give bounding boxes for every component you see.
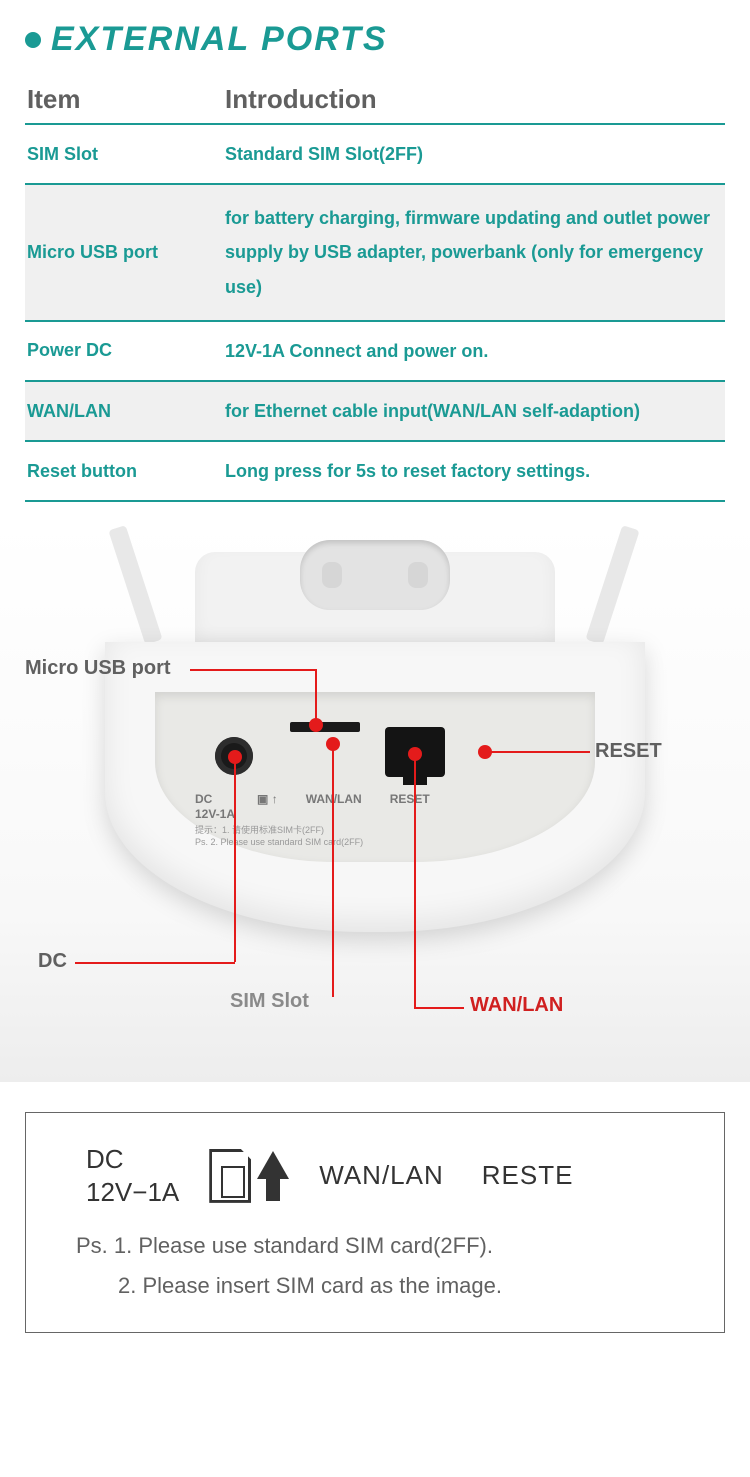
row-item: Power DC [25, 340, 225, 361]
row-intro: for Ethernet cable input(WAN/LAN self-ad… [225, 394, 725, 428]
callout-line [332, 747, 334, 997]
info-wan-reset: WAN/LAN RESTE [319, 1160, 573, 1191]
table-row: WAN/LAN for Ethernet cable input(WAN/LAN… [25, 382, 725, 442]
plate-dc-val: 12V-1A [195, 807, 235, 821]
callout-line [490, 751, 590, 753]
row-item: WAN/LAN [25, 401, 225, 422]
bullet-icon [25, 32, 41, 48]
header-intro: Introduction [225, 84, 725, 115]
info-ps-line: 2. Please insert SIM card as the image. [76, 1266, 694, 1306]
row-item: SIM Slot [25, 144, 225, 165]
row-item: Reset button [25, 461, 225, 482]
info-ps: Ps. 1. Please use standard SIM card(2FF)… [56, 1226, 694, 1305]
plate-dc: DC [195, 792, 212, 806]
callout-micro-usb: Micro USB port [25, 657, 171, 680]
callout-line [75, 962, 235, 964]
sim-insert-icon [209, 1149, 289, 1203]
info-reste: RESTE [482, 1160, 574, 1191]
callout-dc: DC [38, 950, 67, 973]
sim-card-icon [209, 1149, 251, 1203]
usb-slot-icon [290, 722, 360, 732]
row-intro: Long press for 5s to reset factory setti… [225, 454, 725, 488]
callout-line [234, 762, 236, 962]
info-dc-value: 12V−1A [86, 1176, 179, 1209]
page: EXTERNAL PORTS Item Introduction SIM Slo… [0, 0, 750, 1333]
info-ps-line: Ps. 1. Please use standard SIM card(2FF)… [76, 1226, 694, 1266]
callout-reset: RESET [595, 740, 662, 763]
row-intro: Standard SIM Slot(2FF) [225, 137, 725, 171]
header-item: Item [25, 84, 225, 115]
table-row: Power DC 12V-1A Connect and power on. [25, 322, 725, 382]
plate-reset: RESET [390, 792, 430, 822]
row-intro: for battery charging, firmware updating … [225, 201, 725, 304]
callout-line [414, 757, 416, 1007]
plate-silkscreen: DC12V-1A ▣ ↑ WAN/LAN RESET 提示：1. 请使用标准SI… [195, 792, 430, 848]
mount-bracket [300, 540, 450, 610]
callout-line [190, 669, 315, 671]
callout-line [315, 669, 317, 722]
section-title-row: EXTERNAL PORTS [0, 0, 750, 69]
row-item: Micro USB port [25, 242, 225, 263]
arrow-up-icon [257, 1151, 289, 1201]
callout-sim-slot: SIM Slot [230, 990, 309, 1013]
ports-table: Item Introduction SIM Slot Standard SIM … [25, 74, 725, 502]
info-wan: WAN/LAN [319, 1160, 444, 1191]
info-box-top: DC 12V−1A WAN/LAN RESTE [56, 1143, 694, 1208]
row-intro: 12V-1A Connect and power on. [225, 334, 725, 368]
antenna-left [108, 525, 162, 645]
info-dc-label: DC [86, 1143, 179, 1176]
callout-line [414, 1007, 464, 1009]
info-dc: DC 12V−1A [86, 1143, 179, 1208]
table-row: SIM Slot Standard SIM Slot(2FF) [25, 125, 725, 185]
table-header: Item Introduction [25, 74, 725, 125]
device-diagram: DC12V-1A ▣ ↑ WAN/LAN RESET 提示：1. 请使用标准SI… [0, 522, 750, 1082]
info-box: DC 12V−1A WAN/LAN RESTE Ps. 1. Please us… [25, 1112, 725, 1332]
antenna-right [585, 525, 639, 645]
table-row: Reset button Long press for 5s to reset … [25, 442, 725, 502]
section-title: EXTERNAL PORTS [51, 20, 388, 59]
callout-wan-lan: WAN/LAN [470, 994, 563, 1017]
table-row: Micro USB port for battery charging, fir… [25, 185, 725, 322]
